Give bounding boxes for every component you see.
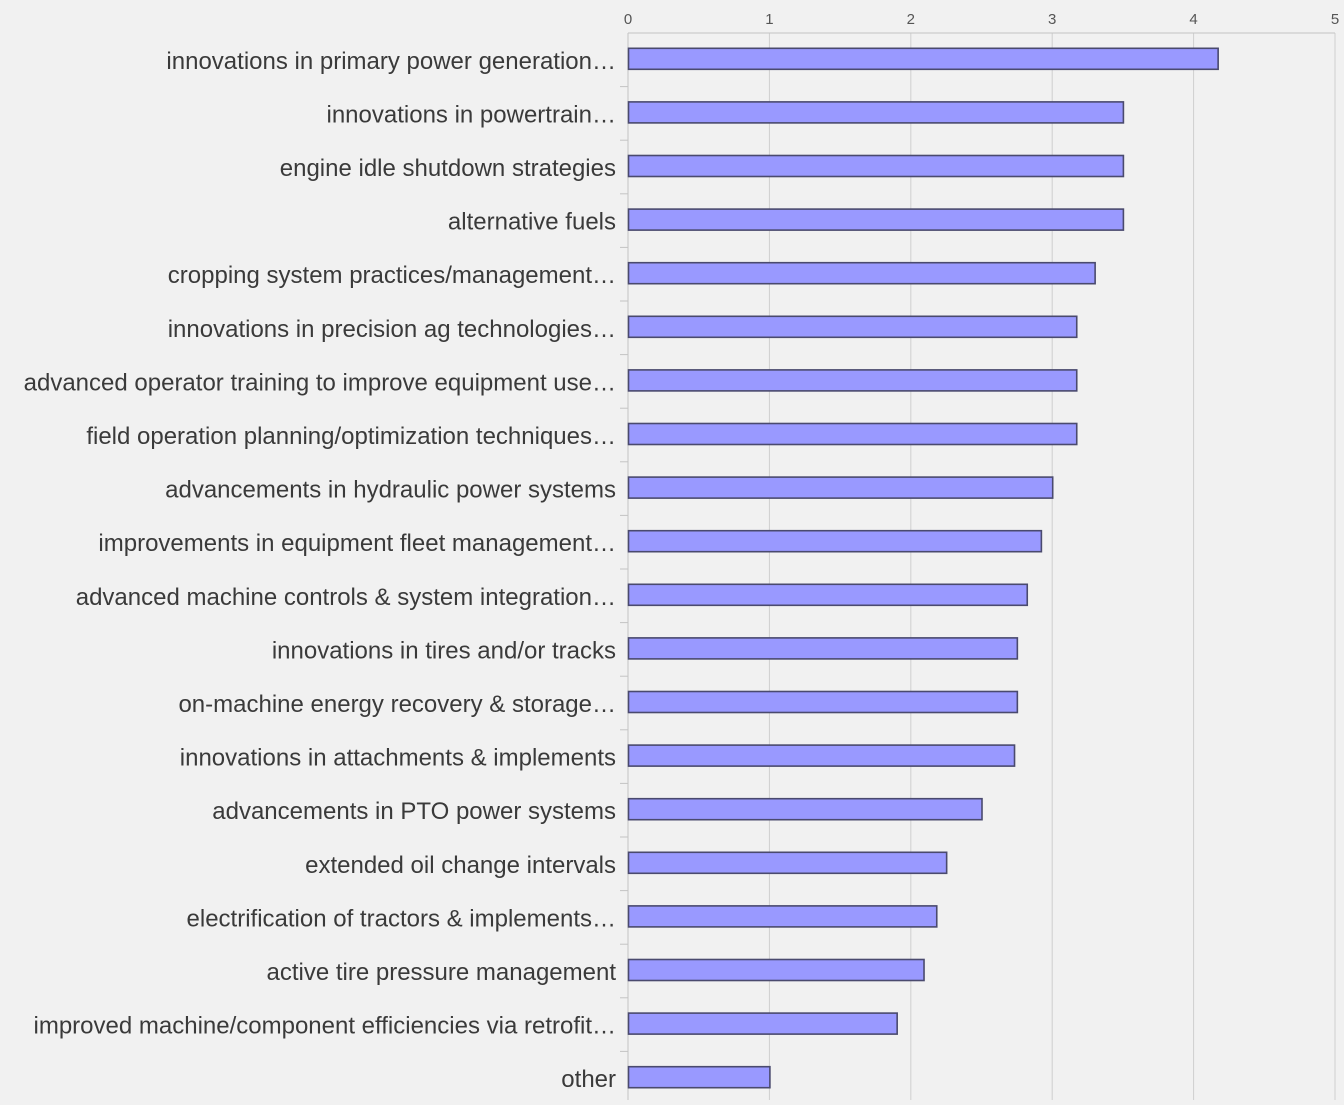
bar-15 bbox=[627, 851, 948, 875]
gridlines bbox=[620, 32, 1336, 1105]
bar-0 bbox=[627, 47, 1219, 71]
category-label-18: improved machine/component efficiencies … bbox=[34, 1013, 617, 1040]
category-label-16: electrification of tractors & implements… bbox=[187, 905, 616, 932]
bar-2 bbox=[627, 154, 1125, 178]
category-label-5: innovations in precision ag technologies… bbox=[168, 316, 616, 343]
bar-5 bbox=[627, 315, 1078, 339]
x-tick-label-0: 0 bbox=[624, 11, 632, 28]
category-label-9: improvements in equipment fleet manageme… bbox=[98, 530, 616, 557]
category-label-6: advanced operator training to improve eq… bbox=[24, 369, 616, 396]
category-label-1: innovations in powertrain… bbox=[327, 101, 617, 128]
bar-17 bbox=[627, 958, 925, 982]
bar-8 bbox=[627, 476, 1054, 499]
bar-11 bbox=[627, 637, 1019, 660]
category-label-17: active tire pressure management bbox=[267, 959, 617, 986]
category-label-14: advancements in PTO power systems bbox=[212, 798, 616, 825]
bar-14 bbox=[627, 797, 983, 821]
category-label-2: engine idle shutdown strategies bbox=[280, 155, 616, 182]
category-label-0: innovations in primary power generation… bbox=[166, 48, 616, 75]
bar-12 bbox=[627, 690, 1019, 714]
bar-10 bbox=[627, 583, 1029, 607]
bar-13 bbox=[627, 744, 1016, 767]
x-tick-label-3: 3 bbox=[1048, 11, 1056, 28]
x-axis-ticks: 0 1 2 3 4 5 bbox=[624, 11, 1339, 28]
category-label-4: cropping system practices/management… bbox=[168, 262, 616, 289]
bar-18 bbox=[627, 1012, 898, 1035]
bars bbox=[627, 47, 1219, 1089]
category-label-8: advancements in hydraulic power systems bbox=[165, 477, 616, 504]
category-label-3: alternative fuels bbox=[448, 209, 616, 236]
bar-4 bbox=[627, 261, 1096, 285]
bar-6 bbox=[627, 369, 1078, 392]
x-tick-label-2: 2 bbox=[907, 11, 915, 28]
bar-1 bbox=[627, 101, 1125, 124]
bar-3 bbox=[627, 208, 1125, 231]
category-label-7: field operation planning/optimization te… bbox=[86, 423, 616, 450]
bar-16 bbox=[627, 905, 938, 928]
x-tick-label-1: 1 bbox=[765, 11, 773, 28]
bar-19 bbox=[627, 1065, 771, 1089]
category-label-11: innovations in tires and/or tracks bbox=[272, 637, 616, 664]
bar-9 bbox=[627, 529, 1043, 553]
category-label-15: extended oil change intervals bbox=[305, 852, 616, 879]
x-tick-label-4: 4 bbox=[1189, 11, 1197, 28]
x-tick-label-5: 5 bbox=[1331, 11, 1339, 28]
category-label-10: advanced machine controls & system integ… bbox=[76, 584, 616, 611]
category-label-13: innovations in attachments & implements bbox=[180, 745, 616, 772]
category-label-19: other bbox=[561, 1066, 616, 1093]
category-labels: innovations in primary power generation…… bbox=[24, 48, 617, 1093]
category-label-12: on-machine energy recovery & storage… bbox=[178, 691, 616, 718]
bar-7 bbox=[627, 422, 1078, 446]
